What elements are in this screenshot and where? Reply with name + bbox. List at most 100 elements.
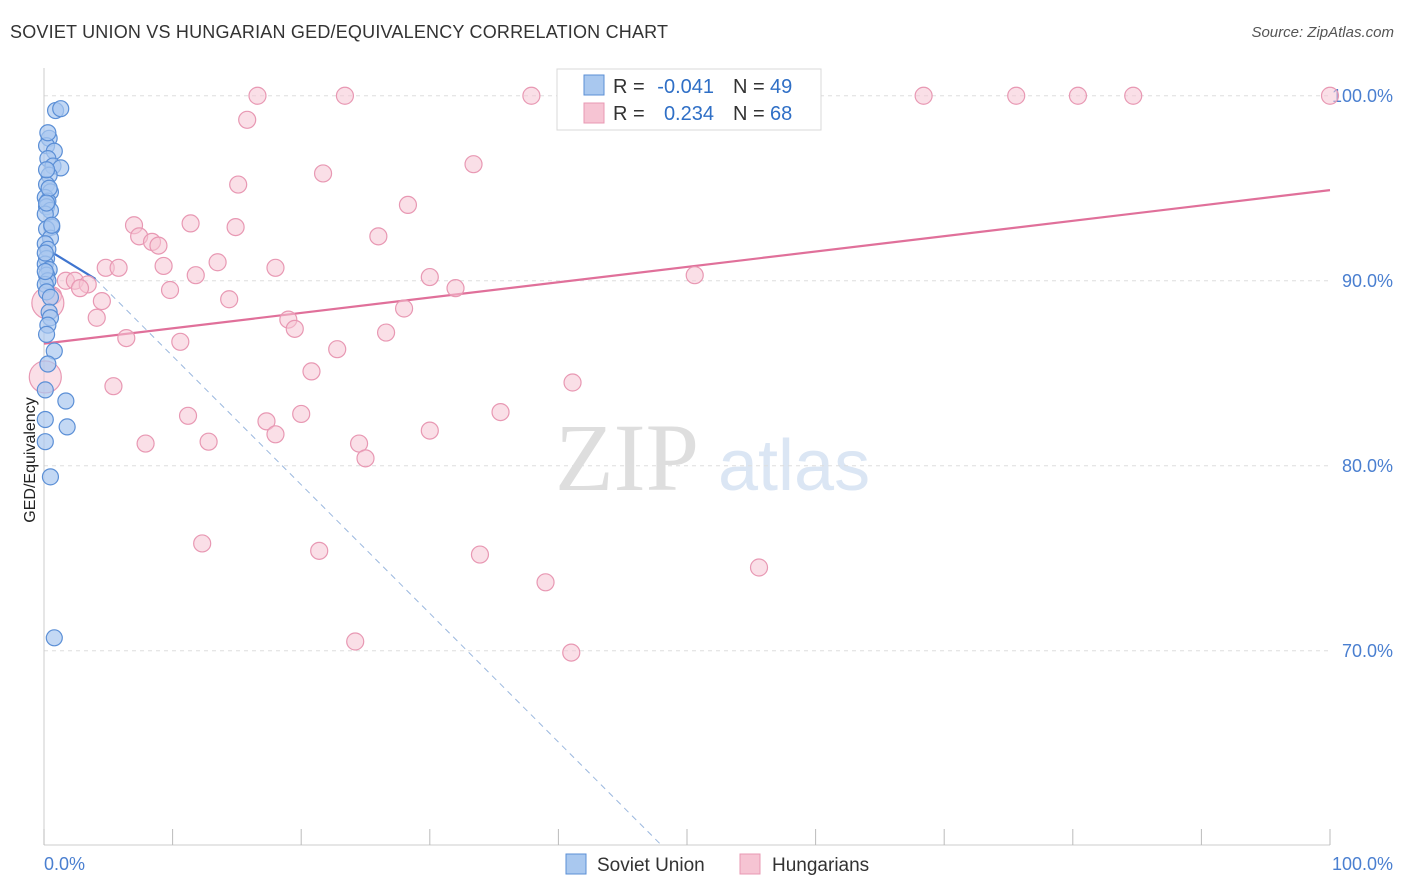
data-point-soviet-union bbox=[43, 216, 61, 234]
data-point-hungarians bbox=[285, 319, 304, 338]
legend-r-value-soviet: -0.041 bbox=[657, 76, 714, 98]
legend-bottom-swatch-soviet-union bbox=[565, 853, 587, 875]
data-point-soviet-union bbox=[41, 468, 60, 486]
data-point-hungarians bbox=[154, 256, 173, 276]
legend-n-label-hungarian: N = bbox=[733, 103, 765, 125]
data-point-hungarians bbox=[87, 308, 106, 327]
data-point-hungarians bbox=[226, 218, 245, 237]
chart-title: SOVIET UNION VS HUNGARIAN GED/EQUIVALENC… bbox=[10, 22, 669, 42]
legend-bottom-label-hungarians: Hungarians bbox=[772, 855, 869, 876]
data-point-hungarians bbox=[136, 434, 155, 453]
y-tick-label: 70.0% bbox=[1342, 641, 1393, 661]
data-point-hungarians bbox=[248, 86, 267, 105]
legend-bottom-swatch-hungarians bbox=[739, 853, 761, 875]
data-point-hungarians bbox=[1124, 86, 1143, 105]
data-point-hungarians bbox=[420, 267, 439, 287]
data-point-hungarians bbox=[117, 329, 136, 348]
data-point-hungarians bbox=[1068, 86, 1088, 105]
data-point-soviet-union bbox=[37, 325, 56, 343]
data-point-soviet-union bbox=[39, 124, 57, 142]
data-point-soviet-union bbox=[36, 410, 54, 429]
data-point-soviet-union bbox=[52, 100, 70, 118]
data-point-hungarians bbox=[470, 545, 490, 564]
data-point-hungarians bbox=[257, 412, 276, 431]
data-point-hungarians bbox=[464, 155, 483, 174]
data-point-hungarians bbox=[376, 323, 396, 342]
data-point-hungarians bbox=[346, 632, 365, 651]
data-point-hungarians bbox=[394, 299, 414, 318]
x-tick-label: 100.0% bbox=[1332, 854, 1393, 874]
data-point-hungarians bbox=[491, 403, 510, 422]
data-point-hungarians bbox=[563, 373, 582, 392]
data-point-soviet-union bbox=[36, 244, 54, 262]
data-point-hungarians bbox=[292, 404, 311, 424]
watermark: ZIP atlas bbox=[555, 404, 870, 511]
data-point-hungarians bbox=[199, 432, 218, 451]
series-hungarians bbox=[28, 86, 1340, 662]
legend-stats: R = -0.041 N = 49 R = 0.234 N = 68 bbox=[556, 68, 822, 131]
trend-line-hungarians bbox=[43, 189, 1331, 345]
x-tick-label: 0.0% bbox=[44, 854, 85, 874]
legend-series: Soviet Union Hungarians bbox=[565, 853, 869, 876]
legend-r-value-hungarian: 0.234 bbox=[664, 103, 714, 125]
legend-n-value-soviet: 49 bbox=[770, 76, 792, 98]
data-point-hungarians bbox=[181, 214, 200, 233]
y-tick-label: 100.0% bbox=[1332, 86, 1393, 106]
x-tick-labels: 0.0% 100.0% bbox=[44, 854, 1393, 874]
legend-n-value-hungarian: 68 bbox=[770, 103, 792, 125]
data-point-hungarians bbox=[1007, 86, 1026, 105]
legend-n-label-soviet: N = bbox=[733, 76, 765, 98]
data-point-soviet-union bbox=[39, 355, 57, 373]
data-point-hungarians bbox=[109, 258, 128, 277]
watermark-zip: ZIP bbox=[555, 404, 699, 511]
data-point-soviet-union bbox=[41, 288, 60, 306]
data-point-hungarians bbox=[369, 227, 388, 246]
data-point-soviet-union bbox=[36, 381, 54, 399]
data-point-hungarians bbox=[178, 406, 198, 425]
data-point-hungarians bbox=[328, 340, 347, 359]
data-point-hungarians bbox=[446, 279, 465, 298]
data-point-hungarians bbox=[335, 86, 355, 105]
data-point-hungarians bbox=[420, 421, 439, 440]
data-point-hungarians bbox=[266, 258, 285, 277]
data-point-hungarians bbox=[193, 534, 212, 553]
y-axis-title: GED/Equivalency bbox=[22, 397, 39, 522]
data-point-soviet-union bbox=[37, 194, 56, 212]
data-point-hungarians bbox=[536, 573, 555, 592]
data-point-hungarians bbox=[310, 541, 329, 560]
data-point-hungarians bbox=[220, 290, 239, 309]
data-point-hungarians bbox=[749, 558, 769, 577]
legend-bottom-label-soviet-union: Soviet Union bbox=[597, 855, 705, 876]
legend-swatch-hungarians bbox=[583, 102, 605, 124]
data-point-hungarians bbox=[171, 332, 190, 351]
data-point-hungarians bbox=[398, 195, 418, 214]
data-point-hungarians bbox=[522, 86, 541, 105]
data-point-hungarians bbox=[208, 253, 227, 272]
y-tick-label: 80.0% bbox=[1342, 456, 1393, 476]
data-point-hungarians bbox=[70, 279, 90, 298]
trend-line-soviet-union-extrapolated bbox=[95, 278, 662, 846]
data-point-hungarians bbox=[562, 643, 581, 662]
series-soviet-union bbox=[36, 100, 76, 647]
data-point-soviet-union bbox=[37, 161, 56, 179]
data-point-hungarians bbox=[160, 280, 180, 300]
legend-swatch-soviet-union bbox=[583, 74, 605, 96]
data-point-hungarians bbox=[356, 449, 375, 468]
data-point-soviet-union bbox=[36, 433, 54, 451]
legend-r-label-hungarian: R = bbox=[613, 103, 645, 125]
data-point-hungarians bbox=[266, 425, 285, 444]
data-point-soviet-union bbox=[36, 262, 54, 281]
data-point-hungarians bbox=[685, 266, 704, 285]
data-point-hungarians bbox=[1320, 86, 1340, 105]
data-point-hungarians bbox=[914, 86, 933, 105]
data-point-hungarians bbox=[229, 175, 248, 194]
trend-lines bbox=[43, 189, 1331, 846]
data-point-hungarians bbox=[186, 266, 205, 285]
chart-source: Source: ZipAtlas.com bbox=[1251, 24, 1394, 41]
y-tick-label: 90.0% bbox=[1342, 271, 1393, 291]
y-tick-labels: 70.0% 80.0% 90.0% 100.0% bbox=[1332, 86, 1393, 661]
data-point-soviet-union bbox=[40, 179, 58, 197]
data-point-hungarians bbox=[149, 236, 168, 255]
